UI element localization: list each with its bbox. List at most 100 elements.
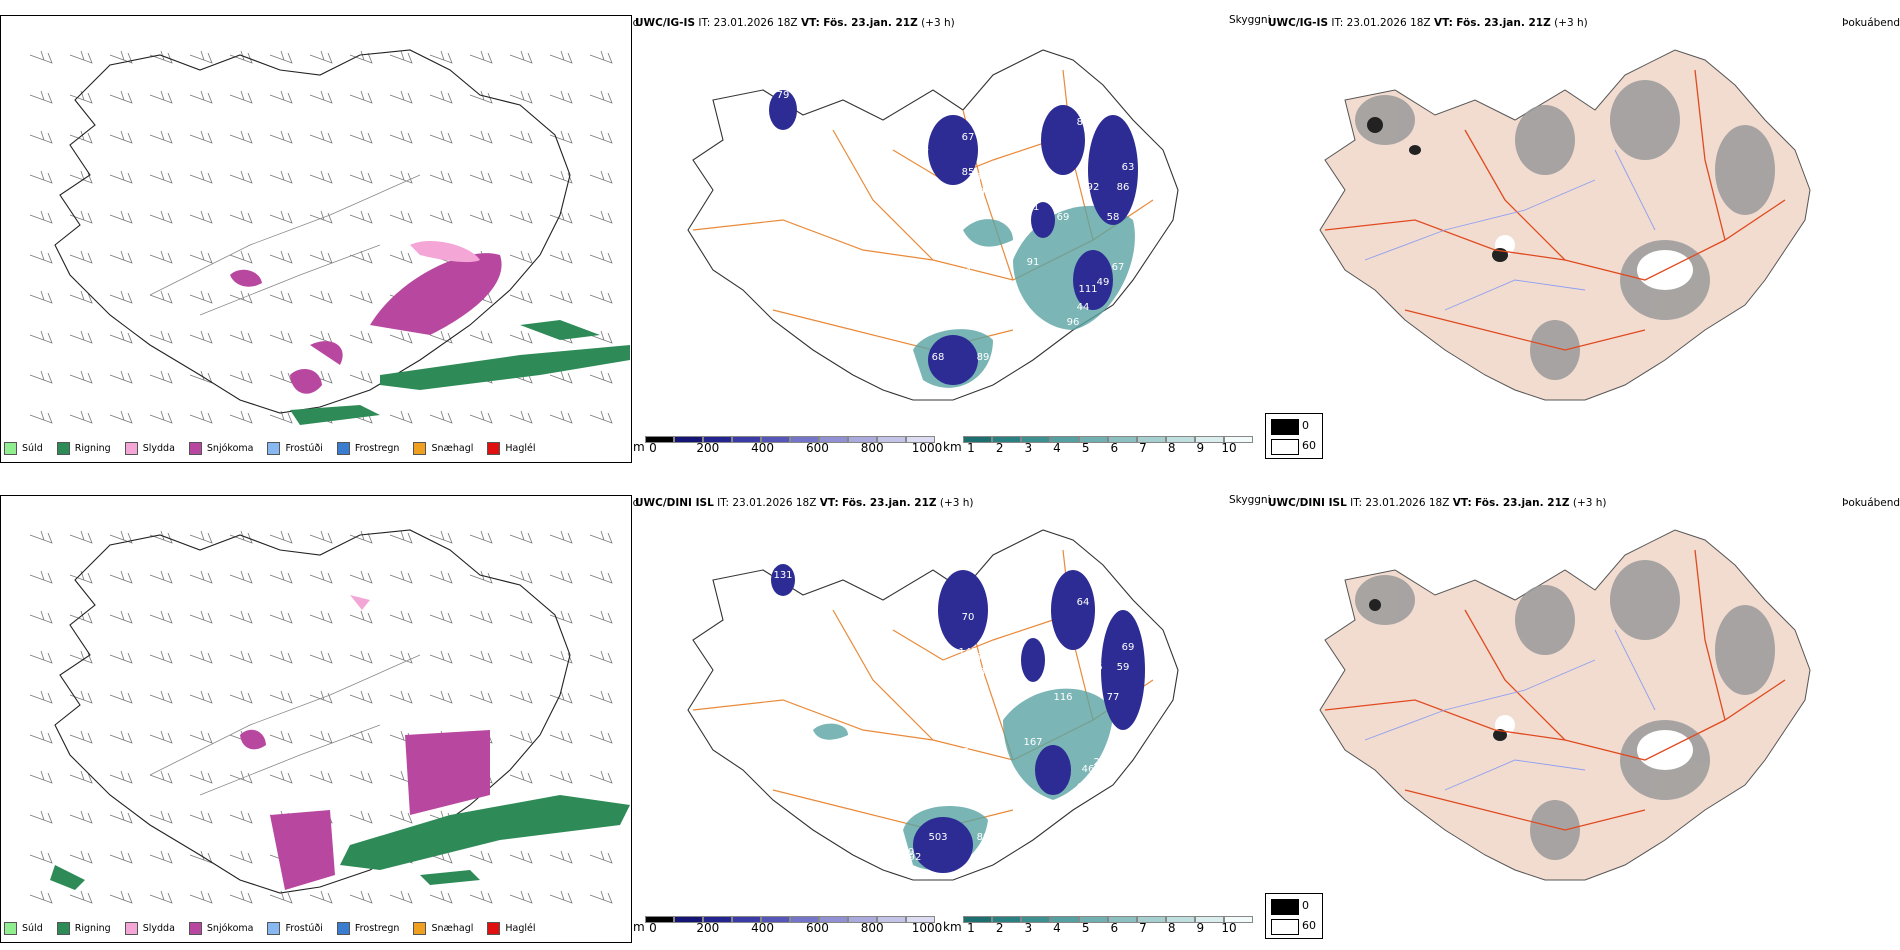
wind-barb-icon [469,410,493,424]
wind-barb-icon [29,570,53,584]
wind-barb-icon [189,330,213,344]
wind-barb-icon [349,90,373,104]
wind-barb-icon [269,650,293,664]
cloud-base-value-label: 58 [1107,212,1120,223]
wind-barb-icon [109,810,133,824]
wind-barb-icon [149,250,173,264]
precip-legend-item: Frostregn [336,921,399,935]
wind-barb-icon [269,770,293,784]
wind-barb-icon [149,810,173,824]
wind-barb-icon [229,170,253,184]
precip-legend-item: Súld [4,921,43,935]
wind-barb-icon [309,50,333,64]
legend-label: Snæhagl [431,442,474,454]
wind-barb-icon [149,370,173,384]
wind-barb-icon [149,890,173,904]
wind-barb-icon [309,650,333,664]
cloud-base-value-label: 80 [977,832,990,843]
legend-swatch [56,441,70,455]
precip-legend-item: Rigning [56,441,111,455]
cloud-base-value-label: 503 [928,832,947,843]
wind-barb-icon [549,130,573,144]
wind-barb-icon [269,210,293,224]
cloud-base-value-label: 153 [973,247,992,258]
cloud-base-value-label: 86 [1147,652,1160,663]
wind-barb-icon [589,130,613,144]
wind-barb-icon [349,50,373,64]
legend-swatch [4,921,17,935]
wind-barb-icon [589,690,613,704]
colorbar-segment [1050,436,1079,443]
wind-barb-icon [509,130,533,144]
wind-barb-icon [309,690,333,704]
colorbar-unit: km [943,440,962,454]
wind-barb-icon [29,410,53,424]
wind-barb-icon [389,530,413,544]
colorbar-tick-label: 10 [1221,921,1237,935]
colorbar-segment [877,436,906,443]
cloud-base-value-label: 86 [1117,182,1130,193]
wind-barb-icon [309,890,333,904]
wind-barb-icon [69,730,93,744]
fog-legend-label: 0 [1302,419,1309,432]
wind-barb-icon [589,90,613,104]
wind-barb-icon [469,210,493,224]
precip-legend-item: Snjókoma [188,441,253,455]
wind-barb-icon [589,610,613,624]
wind-barb-icon [389,410,413,424]
wind-barb-icon [109,210,133,224]
wind-barb-icon [389,250,413,264]
wind-barb-icon [189,90,213,104]
wind-barb-icon [509,890,533,904]
wind-barb-icon [189,250,213,264]
wind-barb-icon [69,370,93,384]
wind-barb-icon [469,850,493,864]
colorbar-segment [674,436,703,443]
wind-barb-icon [389,810,413,824]
wind-barb-icon [109,650,133,664]
colorbar-segment [848,916,877,923]
wind-barb-icon [509,610,533,624]
wind-barb-icon [29,690,53,704]
wind-barb-icon [69,330,93,344]
wind-barb-icon [229,330,253,344]
wind-barb-icon [469,650,493,664]
wind-barb-icon [549,770,573,784]
wind-barb-icon [389,330,413,344]
colorbar-tick-label: 3 [1024,441,1033,455]
precip-legend-item: Frostúði [267,441,323,455]
colorbar-segment [877,916,906,923]
legend-swatch [4,441,17,455]
wind-barb-icon [349,370,373,384]
wind-barb-icon [549,690,573,704]
wind-barb-icon [189,890,213,904]
wind-barb-icon [509,850,533,864]
legend-swatch [56,921,70,935]
wind-barb-icon [29,850,53,864]
wind-barb-icon [549,90,573,104]
legend-swatch [124,441,138,455]
wind-barb-icon [229,610,253,624]
wind-barb-icon [389,130,413,144]
wind-barb-icon [429,890,453,904]
wind-barb-icon [309,90,333,104]
wind-barb-icon [349,810,373,824]
wind-barb-icon [429,90,453,104]
colorbar-segment [906,916,935,923]
wind-barb-icon [189,410,213,424]
wind-barb-icon [109,850,133,864]
wind-barb-icon [269,570,293,584]
wind-barb-icon [149,770,173,784]
wind-barb-icon [29,210,53,224]
fog-title: Þokuábendi [1842,17,1900,29]
precip-legend-item: Snæhagl [413,441,474,455]
wind-barb-icon [349,330,373,344]
wind-barb-icon [149,650,173,664]
colorbar-tick-label: 6 [1110,441,1119,455]
wind-barb-icon [69,290,93,304]
legend-label: Haglél [505,922,536,934]
legend-swatch [487,921,501,935]
wind-barb-icon [389,690,413,704]
legend-label: Frostregn [354,442,400,454]
wind-barb-icon [589,770,613,784]
